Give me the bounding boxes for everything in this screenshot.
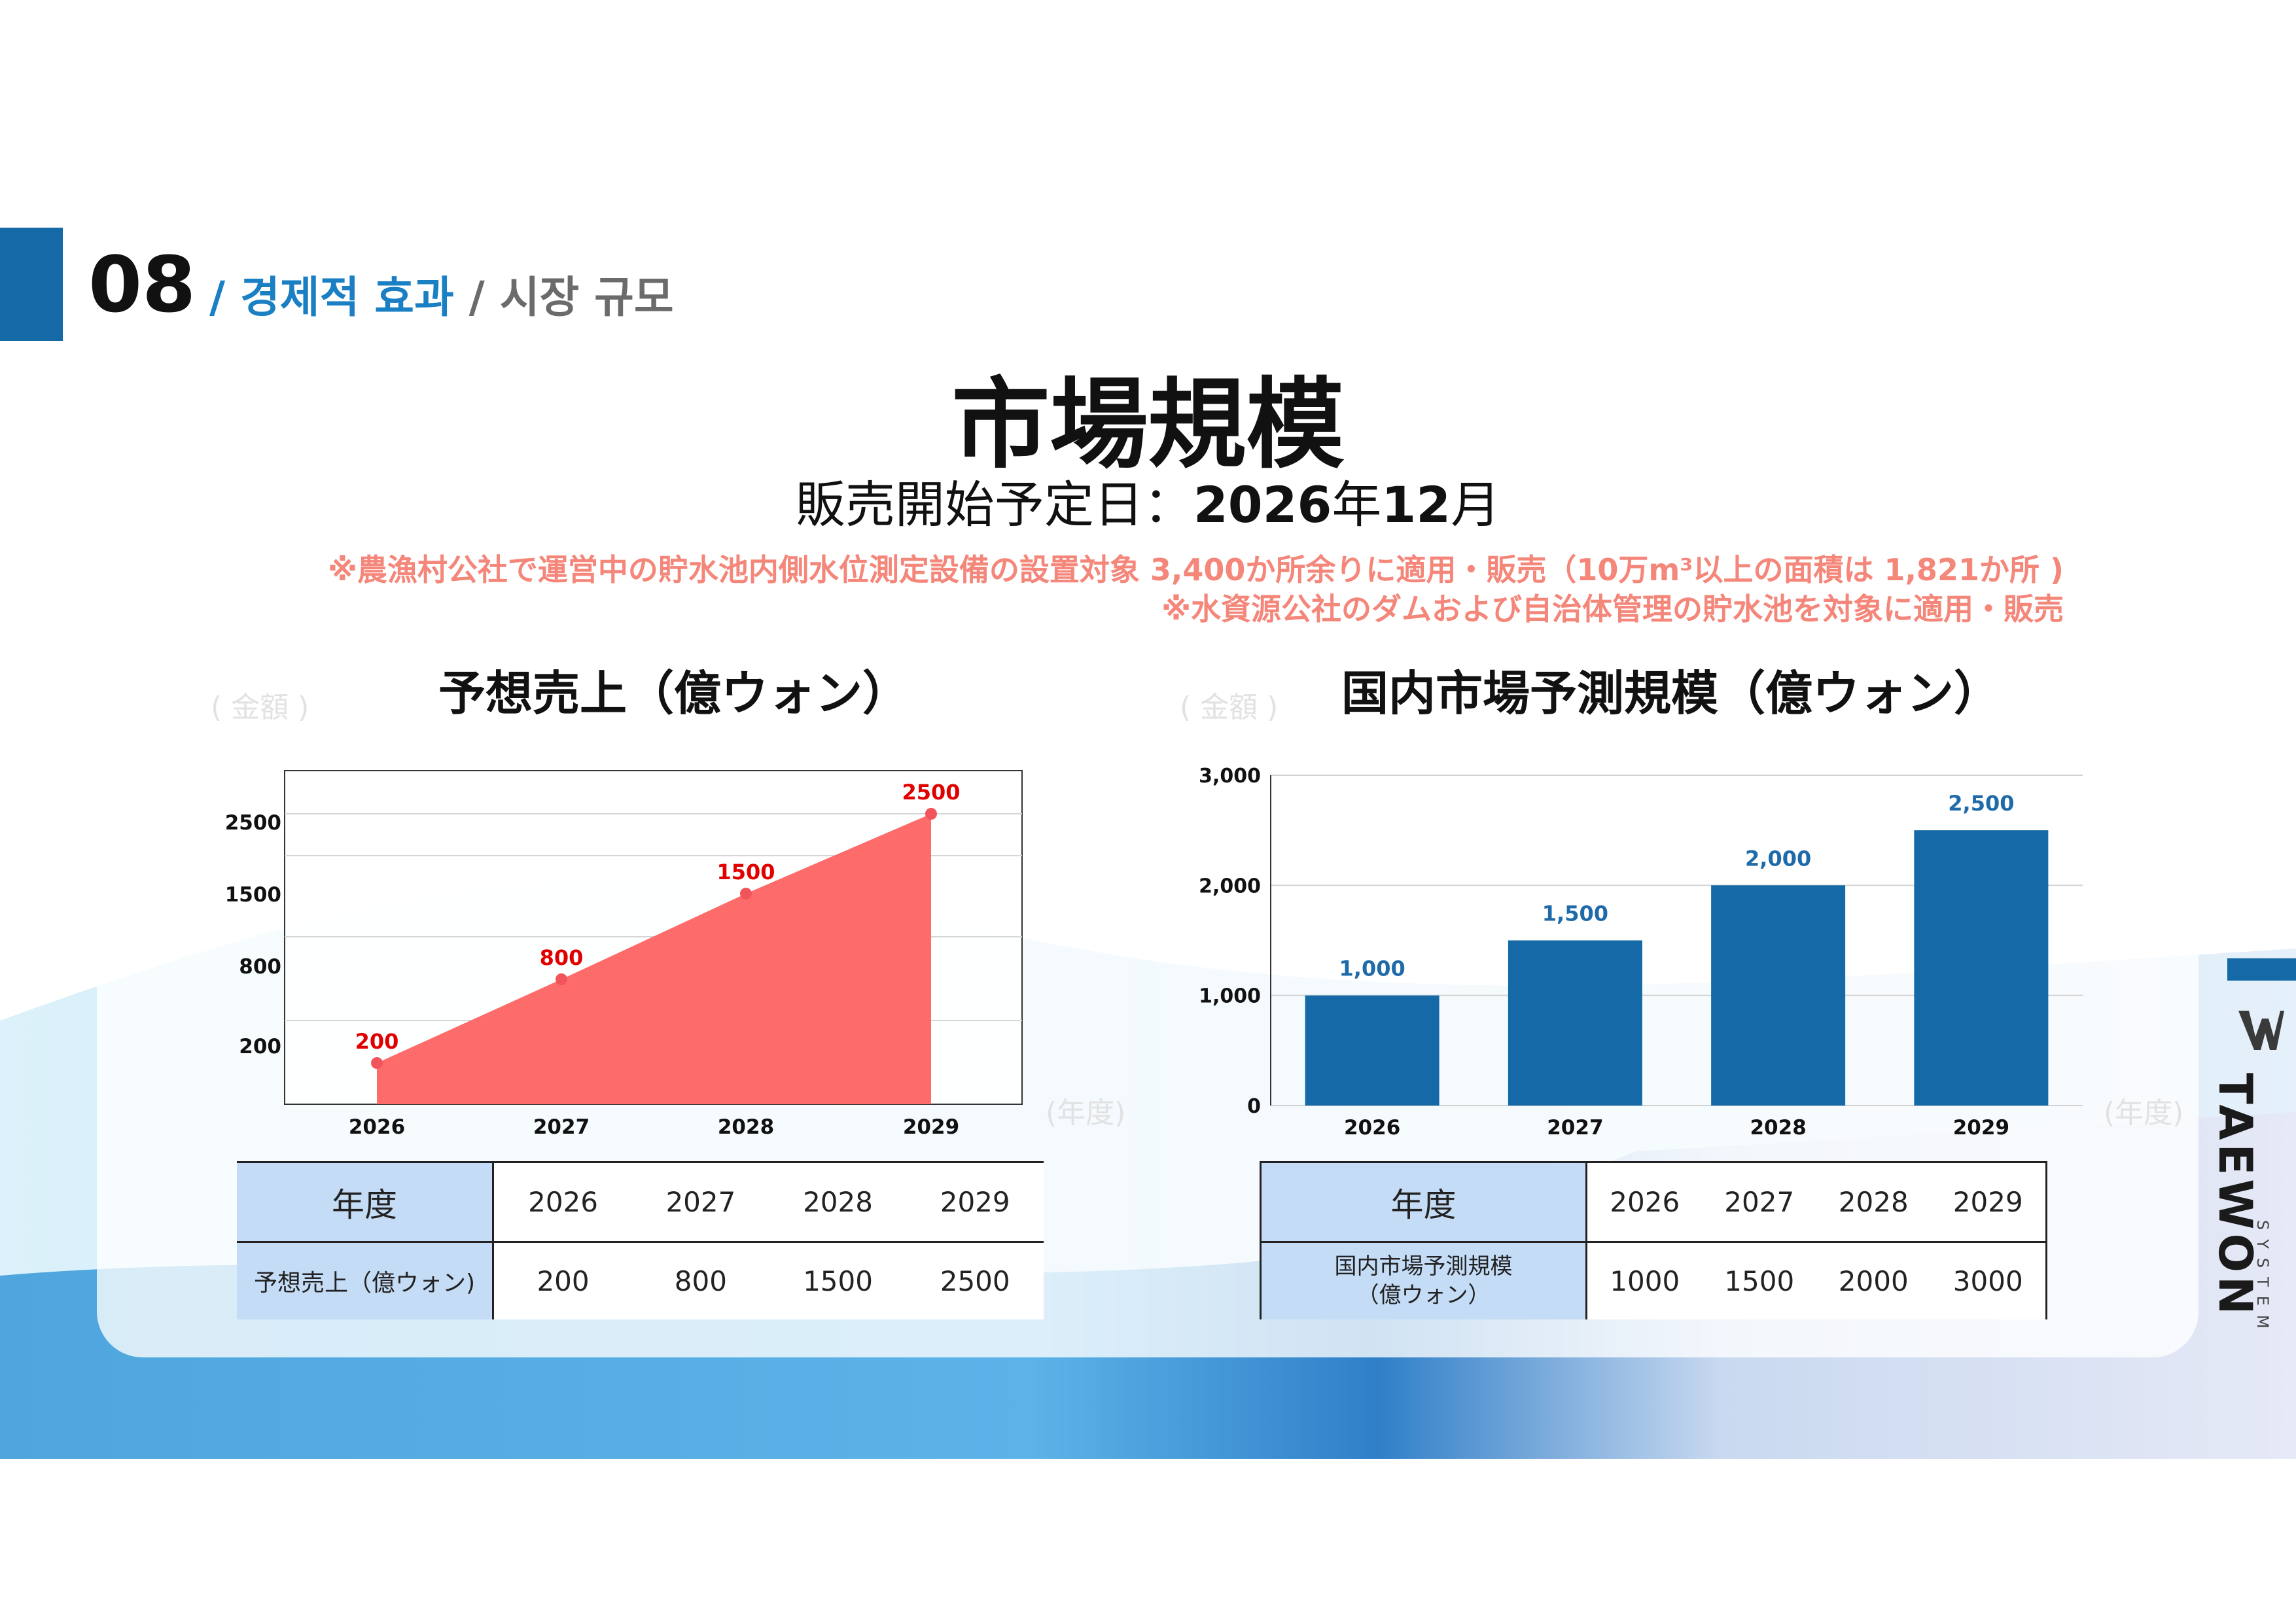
sales-table-year: 2026: [528, 1186, 598, 1218]
taewon-logo-icon: [2238, 1011, 2284, 1050]
sales-y-axis-hint: ( 金額 ): [211, 691, 309, 724]
sales-x-tick-label: 2027: [533, 1115, 590, 1139]
page-title: 市場規模: [951, 368, 1345, 482]
market-y-tick-label: 2,000: [1199, 875, 1261, 898]
market-table-value: 1000: [1610, 1265, 1680, 1297]
market-chart-title: 国内市場予測規模（億ウォン）: [1341, 666, 2002, 721]
launch-year: 2026: [1193, 476, 1332, 534]
market-table-value: 1500: [1724, 1265, 1795, 1297]
sales-x-tick-label: 2029: [903, 1115, 959, 1139]
note-line-2: ※水資源公社のダムおよび自治体管理の貯水池を対象に適用・販売: [1161, 591, 2064, 627]
market-table-year: 2029: [1930, 1162, 2047, 1242]
sales-y-tick-label: 1500: [225, 883, 281, 907]
market-x-tick-label: 2028: [1750, 1116, 1806, 1140]
sales-data-label: 2500: [902, 780, 960, 805]
market-x-axis-hint: (年度): [2104, 1096, 2184, 1130]
launch-year-unit: 年: [1332, 476, 1382, 534]
market-x-tick-label: 2026: [1344, 1116, 1400, 1140]
sales-y-tick-label: 200: [239, 1035, 281, 1058]
market-y-axis-hint: ( 金額 ): [1180, 691, 1279, 724]
subsection-title: / 시장 규모: [468, 272, 674, 323]
market-data-label: 1,500: [1542, 901, 1608, 926]
sales-table-row-label: 予想売上（億ウォン): [237, 1242, 494, 1319]
market-table-header-label: 年度: [1260, 1162, 1587, 1242]
sales-y-tick-label: 2500: [225, 811, 281, 835]
sales-x-tick-label: 2026: [349, 1115, 405, 1139]
sales-data-label: 800: [540, 945, 584, 970]
section-number: 08: [88, 239, 196, 330]
sales-table-value: 200: [537, 1265, 590, 1297]
sales-point: [925, 808, 937, 820]
sales-table-value: 800: [674, 1265, 727, 1297]
launch-date: 販売開始予定日：2026年12月: [0, 472, 2296, 538]
market-data-label: 2,500: [1948, 791, 2014, 816]
market-y-tick-label: 0: [1247, 1095, 1261, 1118]
market-x-tick-label: 2027: [1547, 1116, 1603, 1140]
market-table-row-label-line2: （億ウォン）: [1356, 1282, 1491, 1309]
sales-y-tick-label: 800: [239, 955, 281, 979]
sales-table-value: 1500: [803, 1265, 873, 1297]
market-bar: [1914, 830, 2049, 1106]
market-bar: [1305, 995, 1439, 1106]
sales-table-year: 2029: [940, 1186, 1010, 1218]
launch-month-unit: 月: [1451, 476, 1501, 534]
market-y-tick-label: 3,000: [1199, 765, 1261, 788]
sales-x-axis-hint: (年度): [1046, 1096, 1126, 1130]
sales-area: [377, 814, 931, 1104]
sales-point: [556, 973, 567, 985]
sales-point: [740, 888, 752, 899]
market-table-year: 2027: [1724, 1186, 1795, 1218]
market-table-row-label-line1: 国内市場予測規模: [1334, 1253, 1513, 1280]
market-table-value: 2000: [1838, 1265, 1909, 1297]
market-data-label: 2,000: [1745, 846, 1811, 871]
sales-table-year: 2028: [803, 1186, 873, 1218]
sales-table-value: 2500: [940, 1265, 1010, 1297]
market-table-row-label: 国内市場予測規模 （億ウォン）: [1260, 1242, 1587, 1319]
logo-accent-bar: [2227, 958, 2296, 981]
market-table: 年度 2026 2027 2028 2029 国内市場予測規模 （億ウォン） 1…: [1260, 1161, 2047, 1319]
market-data-label: 1,000: [1339, 956, 1405, 981]
sales-chart-title: 予想売上（億ウォン）: [438, 666, 910, 721]
section-accent-bar: [0, 228, 63, 341]
sales-table-year: 2027: [665, 1186, 736, 1218]
market-bar: [1711, 885, 1846, 1106]
market-table-year: 2028: [1838, 1186, 1909, 1218]
note-line-1: ※農漁村公社で運営中の貯水池内側水位測定設備の設置対象 3,400か所余りに適用…: [328, 552, 2064, 587]
sales-x-tick-label: 2028: [718, 1115, 774, 1139]
market-bar: [1508, 940, 1642, 1106]
market-table-year: 2026: [1610, 1186, 1680, 1218]
market-table-value: 3000: [1930, 1242, 2047, 1319]
sales-table: 年度 2026 2027 2028 2029 予想売上（億ウォン) 200 80…: [237, 1161, 1044, 1319]
launch-date-label: 販売開始予定日：: [795, 476, 1193, 534]
sales-data-label: 200: [355, 1029, 399, 1054]
sales-point: [371, 1057, 383, 1069]
launch-month: 12: [1381, 476, 1451, 534]
section-title: / 경제적 효과: [209, 272, 454, 323]
market-x-tick-label: 2029: [1953, 1116, 2009, 1140]
sales-table-header-label: 年度: [237, 1162, 494, 1242]
sales-data-label: 1500: [716, 860, 775, 884]
market-y-tick-label: 1,000: [1199, 985, 1261, 1008]
section-heading: / 경제적 효과 / 시장 규모: [209, 265, 674, 330]
logo-tagline-text: SYSTEM: [2253, 1220, 2272, 1338]
